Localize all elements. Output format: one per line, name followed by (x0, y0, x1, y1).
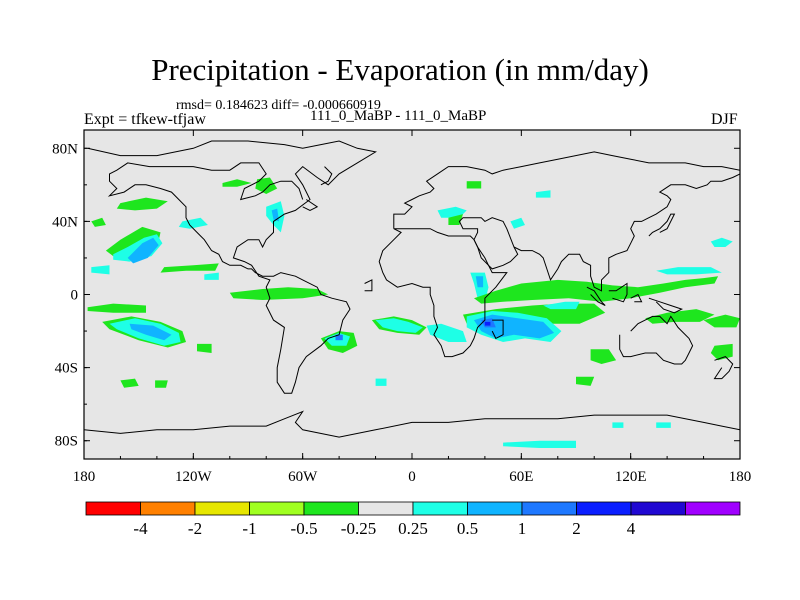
run-label: 111_0_MaBP - 111_0_MaBP (310, 108, 487, 124)
colorbar-label-3: -0.5 (291, 519, 318, 538)
anomaly-region-23 (335, 334, 343, 341)
anomaly-region-8 (91, 265, 110, 275)
anomaly-region-44 (437, 206, 467, 218)
colorbar-label-7: 1 (518, 519, 527, 538)
colorbar-box-3 (249, 501, 305, 516)
coastline-5 (491, 319, 504, 340)
anomaly-region-17 (271, 208, 279, 222)
coastline-14 (713, 356, 734, 380)
x-tick-label-1: 120W (175, 469, 213, 485)
colorbar-label-6: 0.5 (457, 519, 478, 538)
coastline-15 (84, 410, 740, 438)
anomaly-region-49 (503, 440, 576, 448)
anomaly-region-35 (474, 276, 719, 304)
anomaly-region-43 (510, 217, 525, 229)
y-tick-label-3: 40S (55, 361, 78, 377)
x-tick-label-4: 60E (509, 469, 533, 485)
anomaly-region-31 (484, 321, 491, 326)
anomaly-region-34 (543, 301, 580, 310)
anomaly-region-20 (229, 287, 329, 300)
colorbar-label-1: -2 (188, 519, 202, 538)
coastline-3 (393, 151, 740, 229)
coastline-10 (608, 282, 628, 303)
anomaly-region-19 (204, 272, 219, 280)
y-tick-label-0: 80N (52, 141, 78, 157)
anomaly-region-13 (197, 343, 212, 353)
colorbar-box-0 (85, 501, 141, 516)
colorbar-label-9: 4 (627, 519, 636, 538)
anomaly-region-42 (710, 343, 733, 361)
x-tick-label-3: 0 (408, 469, 416, 485)
anomaly-region-41 (576, 376, 595, 386)
y-tick-label-4: 80S (55, 434, 78, 450)
colorbar-label-5: 0.25 (398, 519, 428, 538)
colorbar: -4 -2 -1 -0.5 -0.25 0.25 0.5 1 2 4 (85, 501, 741, 538)
anomaly-region-3 (91, 217, 106, 227)
season-label: DJF (711, 111, 738, 128)
coastline-9 (586, 286, 606, 306)
anomaly-region-12 (129, 323, 172, 341)
anomaly-region-9 (87, 303, 146, 313)
anomaly-region-39 (703, 314, 740, 328)
coastline-16 (364, 279, 373, 292)
anomaly-region-48 (375, 378, 387, 386)
anomaly-region-25 (375, 318, 423, 333)
coastline-1 (302, 199, 319, 211)
anomaly-region-2 (255, 177, 278, 194)
colorbar-box-2 (194, 501, 250, 516)
coastline-13 (619, 315, 694, 365)
colorbar-box-8 (521, 501, 577, 516)
anomaly-region-45 (535, 190, 551, 198)
coastline-7 (513, 173, 740, 292)
colorbar-box-10 (630, 501, 686, 516)
coastline-11 (630, 293, 643, 303)
x-tick-label-2: 60W (288, 469, 318, 485)
anomaly-region-15 (155, 380, 168, 388)
anomaly-region-36 (656, 267, 722, 275)
colorbar-box-1 (140, 501, 196, 516)
anomaly-region-46 (612, 422, 624, 428)
anomaly-region-7 (160, 263, 219, 273)
x-tick-label-0: 180 (73, 469, 96, 485)
colorbar-label-8: 2 (572, 519, 581, 538)
coastline-0 (87, 140, 377, 394)
coastlines (84, 140, 740, 438)
y-tick-label-2: 0 (71, 288, 79, 304)
colorbar-box-7 (467, 501, 523, 516)
x-tick-label-5: 120E (615, 469, 647, 485)
anomaly-region-1 (222, 179, 252, 187)
anomaly-region-37 (710, 237, 733, 247)
anomaly-region-6 (127, 237, 159, 264)
coastline-12 (648, 297, 683, 314)
colorbar-box-9 (576, 501, 632, 516)
anomaly-region-40 (590, 349, 617, 364)
anomaly-region-38 (645, 309, 715, 324)
anomaly-region-33 (475, 276, 484, 288)
coastline-6 (458, 217, 519, 270)
stats-text: rmsd= 0.184623 diff= -0.000660919 (176, 98, 381, 113)
x-axis: 180 120W 60W 0 60E 120E 180 (73, 130, 752, 485)
experiment-label: Expt = tfkew-tfjaw (84, 111, 206, 128)
anomaly-region-50 (466, 181, 482, 189)
y-tick-label-1: 40N (52, 214, 78, 230)
coastline-2 (320, 166, 333, 186)
anomaly-region-14 (120, 378, 139, 388)
x-tick-label-6: 180 (729, 469, 752, 485)
anomaly-region-47 (656, 422, 671, 428)
coastline-4 (378, 228, 508, 358)
colorbar-box-6 (412, 501, 468, 516)
colorbar-label-2: -1 (242, 519, 256, 538)
colorbar-box-4 (303, 501, 359, 516)
colorbar-label-4: -0.25 (341, 519, 376, 538)
colorbar-box-11 (685, 501, 741, 516)
colorbar-box-5 (358, 501, 414, 516)
anomaly-region-18 (178, 217, 208, 229)
chart-title: Precipitation - Evaporation (in mm/day) (151, 52, 649, 87)
coastline-8 (648, 213, 676, 237)
colorbar-label-0: -4 (133, 519, 148, 538)
y-axis: 80N 40N 0 40S 80S (52, 141, 740, 450)
anomaly-region-0 (116, 197, 168, 211)
contour-fills (87, 177, 740, 448)
